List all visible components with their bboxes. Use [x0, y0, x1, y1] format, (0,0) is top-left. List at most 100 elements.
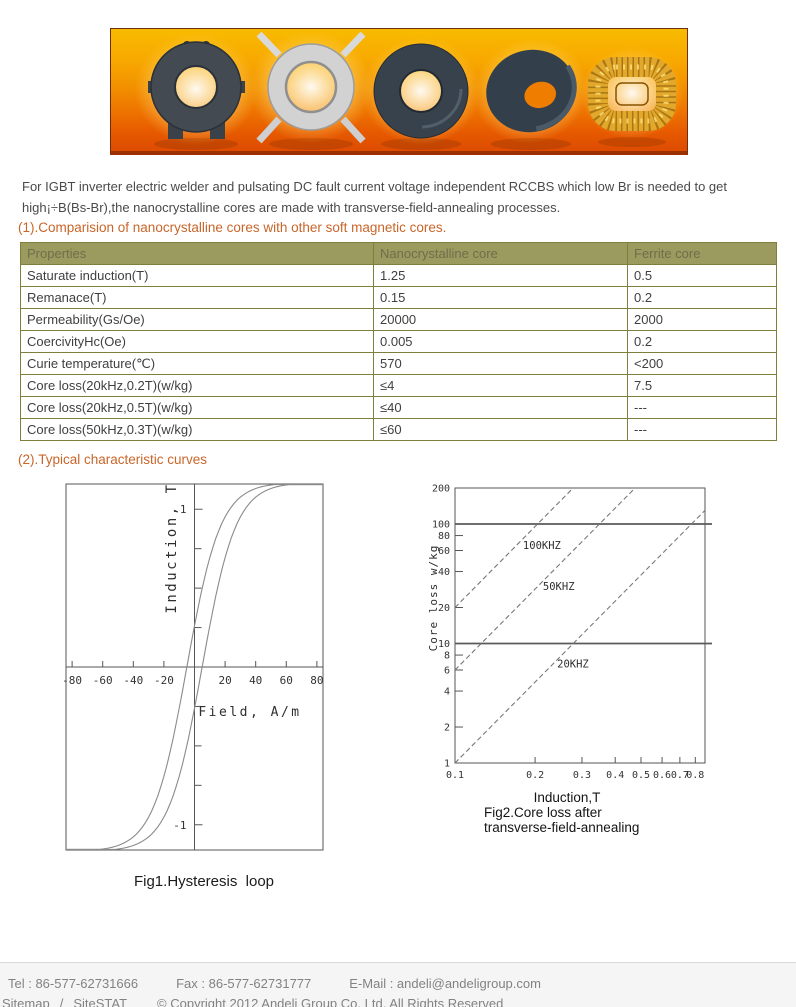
section-1-heading: (1).Comparision of nanocrystalline cores… — [18, 220, 447, 235]
svg-text:8: 8 — [444, 651, 450, 662]
svg-text:-1: -1 — [173, 819, 186, 832]
cell: 20000 — [373, 308, 628, 331]
svg-text:20KHZ: 20KHZ — [557, 658, 589, 670]
col-header-ferrite: Ferrite core — [627, 242, 777, 265]
svg-text:Core loss w/kg: Core loss w/kg — [427, 545, 440, 652]
cell: ≤40 — [373, 396, 628, 419]
svg-text:6: 6 — [444, 666, 450, 677]
svg-text:0.8: 0.8 — [686, 770, 704, 781]
copyright-text: © Copyright 2012 Andeli Group Co. Ltd. A… — [157, 996, 504, 1007]
cell: <200 — [627, 352, 777, 375]
cell: 7.5 — [627, 374, 777, 397]
product-banner-image — [110, 28, 688, 155]
cell: --- — [627, 396, 777, 419]
footer-fax: Fax : 86-577-62731777 — [176, 976, 312, 991]
svg-text:0.4: 0.4 — [606, 770, 624, 781]
svg-text:0.1: 0.1 — [446, 770, 464, 781]
table-row: Core loss(20kHz,0.2T)(w/kg) ≤4 7.5 — [20, 374, 777, 397]
cell: 570 — [373, 352, 628, 375]
page-footer: Tel : 86-577-62731666 Fax : 86-577-62731… — [0, 962, 796, 1007]
wound-core-icon — [580, 47, 684, 139]
svg-text:40: 40 — [249, 674, 262, 687]
cell: --- — [627, 418, 777, 441]
section-2-heading: (2).Typical characteristic curves — [18, 452, 208, 467]
cell: 0.15 — [373, 286, 628, 309]
cell: 0.2 — [627, 286, 777, 309]
svg-text:100KHZ: 100KHZ — [523, 540, 561, 552]
footer-email: E-Mail : andeli@andeligroup.com — [349, 976, 541, 991]
svg-text:-80: -80 — [62, 674, 82, 687]
stamped-core-icon — [134, 33, 258, 145]
intro-line-1: For IGBT inverter electric welder and pu… — [22, 179, 728, 194]
svg-text:Induction, T: Induction, T — [164, 482, 180, 613]
cell: Curie temperature(℃) — [20, 352, 374, 375]
fig1-caption: Fig1.Hysteresis loop — [133, 873, 275, 890]
table-row: Core loss(50kHz,0.3T)(w/kg) ≤60 --- — [20, 418, 777, 441]
fig2-core-loss-chart: 0.1 0.2 0.3 0.4 0.5 0.6 0.7 0.8 1 2 4 6 8 10 20 40 60 80 1… — [420, 478, 740, 848]
cell: ≤4 — [373, 374, 628, 397]
cell: Saturate induction(T) — [20, 264, 374, 287]
fig1-hysteresis-chart: -80 -60 -40 -20 20 40 60 80 1 -1 Induction, T Field… — [40, 478, 340, 898]
cell: CoercivityHc(Oe) — [20, 330, 374, 353]
col-header-nanocrystalline: Nanocrystalline core — [373, 242, 628, 265]
svg-text:4: 4 — [444, 687, 450, 698]
fig2-caption-line1: Fig2.Core loss after — [484, 805, 602, 820]
footer-separator: / — [59, 996, 64, 1007]
intro-line-2: high¡÷B(Bs-Br),the nanocrystalline cores… — [22, 200, 561, 215]
svg-text:20: 20 — [218, 674, 231, 687]
footer-tel: Tel : 86-577-62731666 — [8, 976, 139, 991]
comparison-table: Properties Nanocrystalline core Ferrite … — [20, 242, 777, 441]
svg-text:80: 80 — [310, 674, 323, 687]
footer-legal-line: Sitemap / SiteSTAT © Copyright 2012 Ande… — [2, 996, 503, 1007]
cell: Core loss(20kHz,0.5T)(w/kg) — [20, 396, 374, 419]
table-row: Curie temperature(℃) 570 <200 — [20, 352, 777, 375]
toroid-core-icon — [361, 37, 481, 145]
table-row: Saturate induction(T) 1.25 0.5 — [20, 264, 777, 287]
svg-text:100: 100 — [432, 519, 450, 530]
svg-text:0.6: 0.6 — [653, 770, 671, 781]
cell: 2000 — [627, 308, 777, 331]
col-header-properties: Properties — [20, 242, 374, 265]
hysteresis-plot: -80 -60 -40 -20 20 40 60 80 1 -1 Induction, T Field… — [62, 482, 324, 851]
svg-text:0.7: 0.7 — [671, 770, 689, 781]
fig2-caption-line2: transverse-field-annealing — [484, 820, 640, 835]
bracket-core-icon — [249, 31, 373, 144]
svg-text:-20: -20 — [154, 674, 174, 687]
table-header-row: Properties Nanocrystalline core Ferrite … — [20, 242, 777, 265]
table-row: Remanace(T) 0.15 0.2 — [20, 286, 777, 309]
svg-text:2: 2 — [444, 723, 450, 734]
cell: 0.5 — [627, 264, 777, 287]
svg-text:Field, A/m: Field, A/m — [198, 705, 301, 720]
svg-text:0.2: 0.2 — [526, 770, 544, 781]
svg-text:20: 20 — [438, 603, 450, 614]
cell: 0.2 — [627, 330, 777, 353]
cell: Remanace(T) — [20, 286, 374, 309]
intro-paragraph: For IGBT inverter electric welder and pu… — [22, 176, 778, 218]
sitemap-link[interactable]: Sitemap — [2, 996, 50, 1007]
cell: Core loss(50kHz,0.3T)(w/kg) — [20, 418, 374, 441]
svg-text:60: 60 — [280, 674, 293, 687]
svg-text:200: 200 — [432, 484, 450, 495]
svg-text:1: 1 — [444, 759, 450, 770]
cell: 1.25 — [373, 264, 628, 287]
sitestat-link[interactable]: SiteSTAT — [73, 996, 128, 1007]
svg-text:-60: -60 — [93, 674, 113, 687]
svg-text:40: 40 — [438, 567, 450, 578]
svg-text:50KHZ: 50KHZ — [543, 581, 575, 593]
svg-text:0.3: 0.3 — [573, 770, 591, 781]
table-row: Core loss(20kHz,0.5T)(w/kg) ≤40 --- — [20, 396, 777, 419]
footer-contact-line: Tel : 86-577-62731666 Fax : 86-577-62731… — [8, 976, 541, 991]
svg-text:0.5: 0.5 — [632, 770, 650, 781]
table-row: Permeability(Gs/Oe) 20000 2000 — [20, 308, 777, 331]
cell: Permeability(Gs/Oe) — [20, 308, 374, 331]
tilted-toroid-core-icon — [473, 38, 589, 144]
svg-text:80: 80 — [438, 531, 450, 542]
cell: ≤60 — [373, 418, 628, 441]
svg-text:10: 10 — [438, 639, 450, 650]
cell: Core loss(20kHz,0.2T)(w/kg) — [20, 374, 374, 397]
fig2-xlabel: Induction,T — [533, 790, 601, 805]
svg-text:1: 1 — [180, 503, 187, 516]
table-row: CoercivityHc(Oe) 0.005 0.2 — [20, 330, 777, 353]
core-loss-plot: 0.1 0.2 0.3 0.4 0.5 0.6 0.70.81246810204060801… — [427, 484, 712, 781]
